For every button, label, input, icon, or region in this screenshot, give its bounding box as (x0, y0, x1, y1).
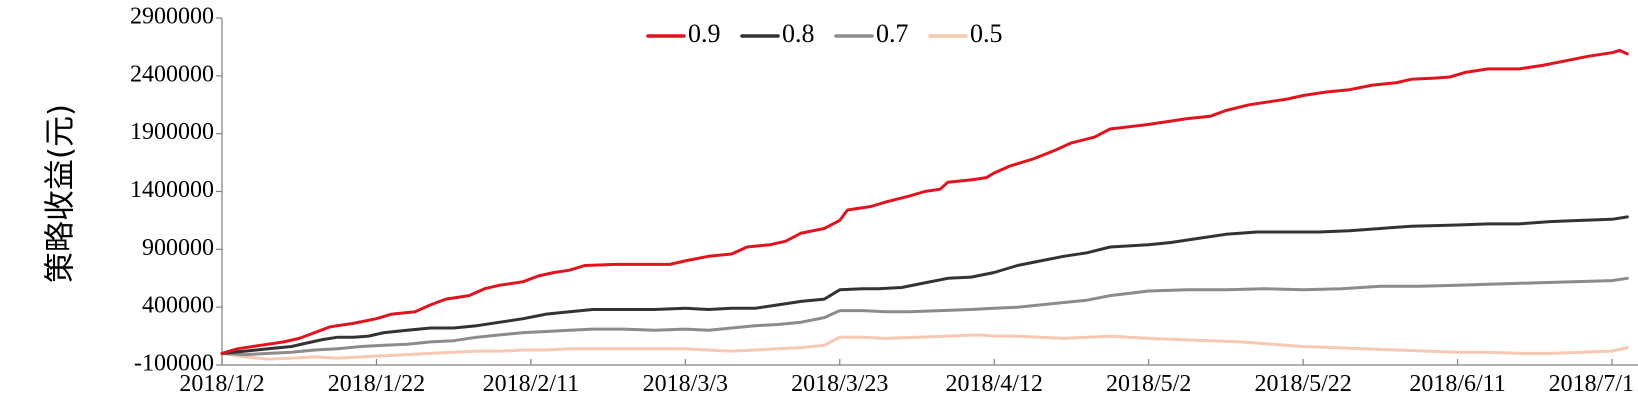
legend-label-0-5: 0.5 (970, 19, 1003, 48)
x-tick-label: 2018/3/23 (791, 371, 888, 397)
x-axis-ticks: 2018/1/2 2018/1/22 2018/2/11 2018/3/3 2018/3… (179, 359, 1634, 397)
legend-label-0-8: 0.8 (782, 19, 815, 48)
y-tick-label: 400000 (142, 293, 214, 319)
x-tick-label: 2018/7/1 (1549, 371, 1634, 397)
y-tick-label: 2400000 (130, 61, 214, 87)
series-lines (220, 48, 1629, 361)
series-line-0-5 (220, 333, 1629, 361)
series-line-0-8 (220, 215, 1629, 355)
y-axis-title-group: 策略收益(元) (43, 104, 79, 283)
x-tick-label: 2018/5/2 (1106, 371, 1191, 397)
y-tick-label: 900000 (142, 235, 214, 261)
x-tick-label: 2018/6/11 (1409, 371, 1505, 397)
x-tick-label: 2018/1/22 (328, 371, 425, 397)
legend-label-0-7: 0.7 (876, 19, 909, 48)
y-axis-title: 策略收益(元) (43, 104, 79, 283)
x-tick-label: 2018/1/2 (179, 371, 264, 397)
x-tick-label: 2018/3/3 (643, 371, 728, 397)
y-tick-label: -100000 (134, 351, 214, 377)
legend: 0.9 0.8 0.7 0.5 (646, 19, 1003, 48)
y-tick-label: 1900000 (130, 119, 214, 145)
y-axis-ticks: -100000 400000 900000 1400000 1900000 2400000… (130, 4, 222, 377)
y-tick-label: 1400000 (130, 177, 214, 203)
x-tick-label: 2018/4/12 (946, 371, 1043, 397)
series-line-0-9 (220, 48, 1629, 355)
legend-label-0-9: 0.9 (688, 19, 721, 48)
y-tick-label: 2900000 (130, 4, 214, 30)
x-tick-label: 2018/5/22 (1254, 371, 1351, 397)
x-tick-label: 2018/2/11 (483, 371, 579, 397)
series-line-0-7 (220, 276, 1629, 357)
